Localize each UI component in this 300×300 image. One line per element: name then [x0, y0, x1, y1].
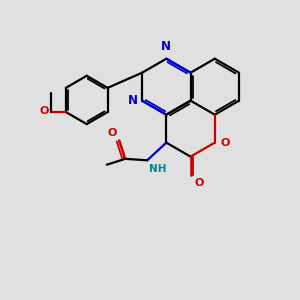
Text: N: N	[161, 40, 171, 53]
Text: N: N	[128, 94, 138, 107]
Text: O: O	[195, 178, 204, 188]
Text: NH: NH	[149, 164, 166, 174]
Text: O: O	[220, 138, 230, 148]
Text: O: O	[39, 106, 49, 116]
Text: O: O	[107, 128, 117, 138]
